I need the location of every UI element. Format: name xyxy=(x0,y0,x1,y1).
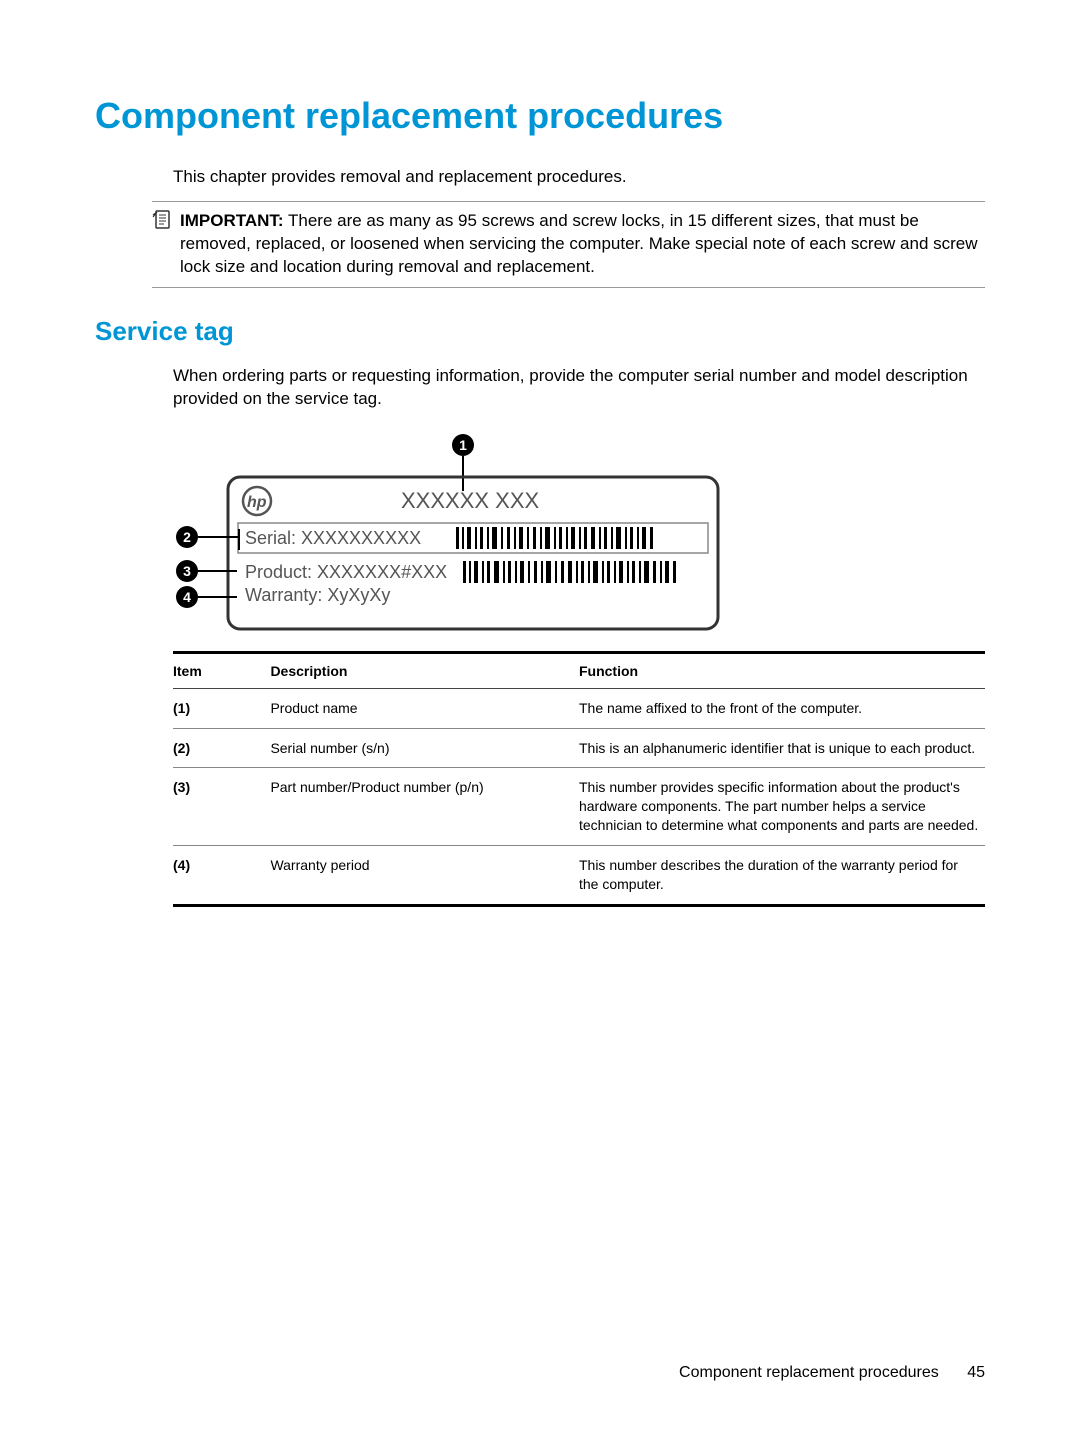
cell-desc: Serial number (s/n) xyxy=(270,728,579,768)
service-tag-diagram: 1 hp XXXXXX XXX Serial: XXXXXXXXXX Produ… xyxy=(173,433,723,633)
svg-text:XXXXXX XXX: XXXXXX XXX xyxy=(401,488,540,513)
svg-text:3: 3 xyxy=(183,563,191,579)
page-footer: Component replacement procedures 45 xyxy=(679,1364,985,1382)
note-label: IMPORTANT: xyxy=(180,211,284,230)
table-row: (3) Part number/Product number (p/n) Thi… xyxy=(173,768,985,846)
th-item: Item xyxy=(173,652,270,688)
important-note: IMPORTANT: There are as many as 95 screw… xyxy=(152,201,985,288)
cell-desc: Warranty period xyxy=(270,846,579,906)
svg-text:1: 1 xyxy=(459,437,467,453)
cell-func: This is an alphanumeric identifier that … xyxy=(579,728,985,768)
svg-text:Product: XXXXXXX#XXX: Product: XXXXXXX#XXX xyxy=(245,562,447,582)
cell-func: The name affixed to the front of the com… xyxy=(579,688,985,728)
svg-text:4: 4 xyxy=(183,589,191,605)
page-title: Component replacement procedures xyxy=(95,95,985,137)
svg-text:2: 2 xyxy=(183,529,191,545)
service-tag-table: Item Description Function (1) Product na… xyxy=(173,651,985,907)
footer-page-number: 45 xyxy=(967,1364,985,1381)
note-text: IMPORTANT: There are as many as 95 screw… xyxy=(180,210,985,279)
cell-func: This number describes the duration of th… xyxy=(579,846,985,906)
footer-text: Component replacement procedures xyxy=(679,1364,939,1381)
cell-func: This number provides specific informatio… xyxy=(579,768,985,846)
intro-text: This chapter provides removal and replac… xyxy=(173,167,985,187)
table-row: (2) Serial number (s/n) This is an alpha… xyxy=(173,728,985,768)
note-body: There are as many as 95 screws and screw… xyxy=(180,211,978,276)
th-description: Description xyxy=(270,652,579,688)
svg-text:Serial: XXXXXXXXXX: Serial: XXXXXXXXXX xyxy=(245,528,421,548)
cell-item: (2) xyxy=(173,728,270,768)
cell-desc: Part number/Product number (p/n) xyxy=(270,768,579,846)
note-icon xyxy=(152,210,172,232)
table-row: (1) Product name The name affixed to the… xyxy=(173,688,985,728)
section-title: Service tag xyxy=(95,316,985,347)
cell-item: (1) xyxy=(173,688,270,728)
cell-desc: Product name xyxy=(270,688,579,728)
svg-text:Warranty: XyXyXy: Warranty: XyXyXy xyxy=(245,585,390,605)
cell-item: (3) xyxy=(173,768,270,846)
table-header-row: Item Description Function xyxy=(173,652,985,688)
section-intro: When ordering parts or requesting inform… xyxy=(173,365,985,411)
cell-item: (4) xyxy=(173,846,270,906)
table-row: (4) Warranty period This number describe… xyxy=(173,846,985,906)
svg-text:hp: hp xyxy=(247,494,267,511)
th-function: Function xyxy=(579,652,985,688)
